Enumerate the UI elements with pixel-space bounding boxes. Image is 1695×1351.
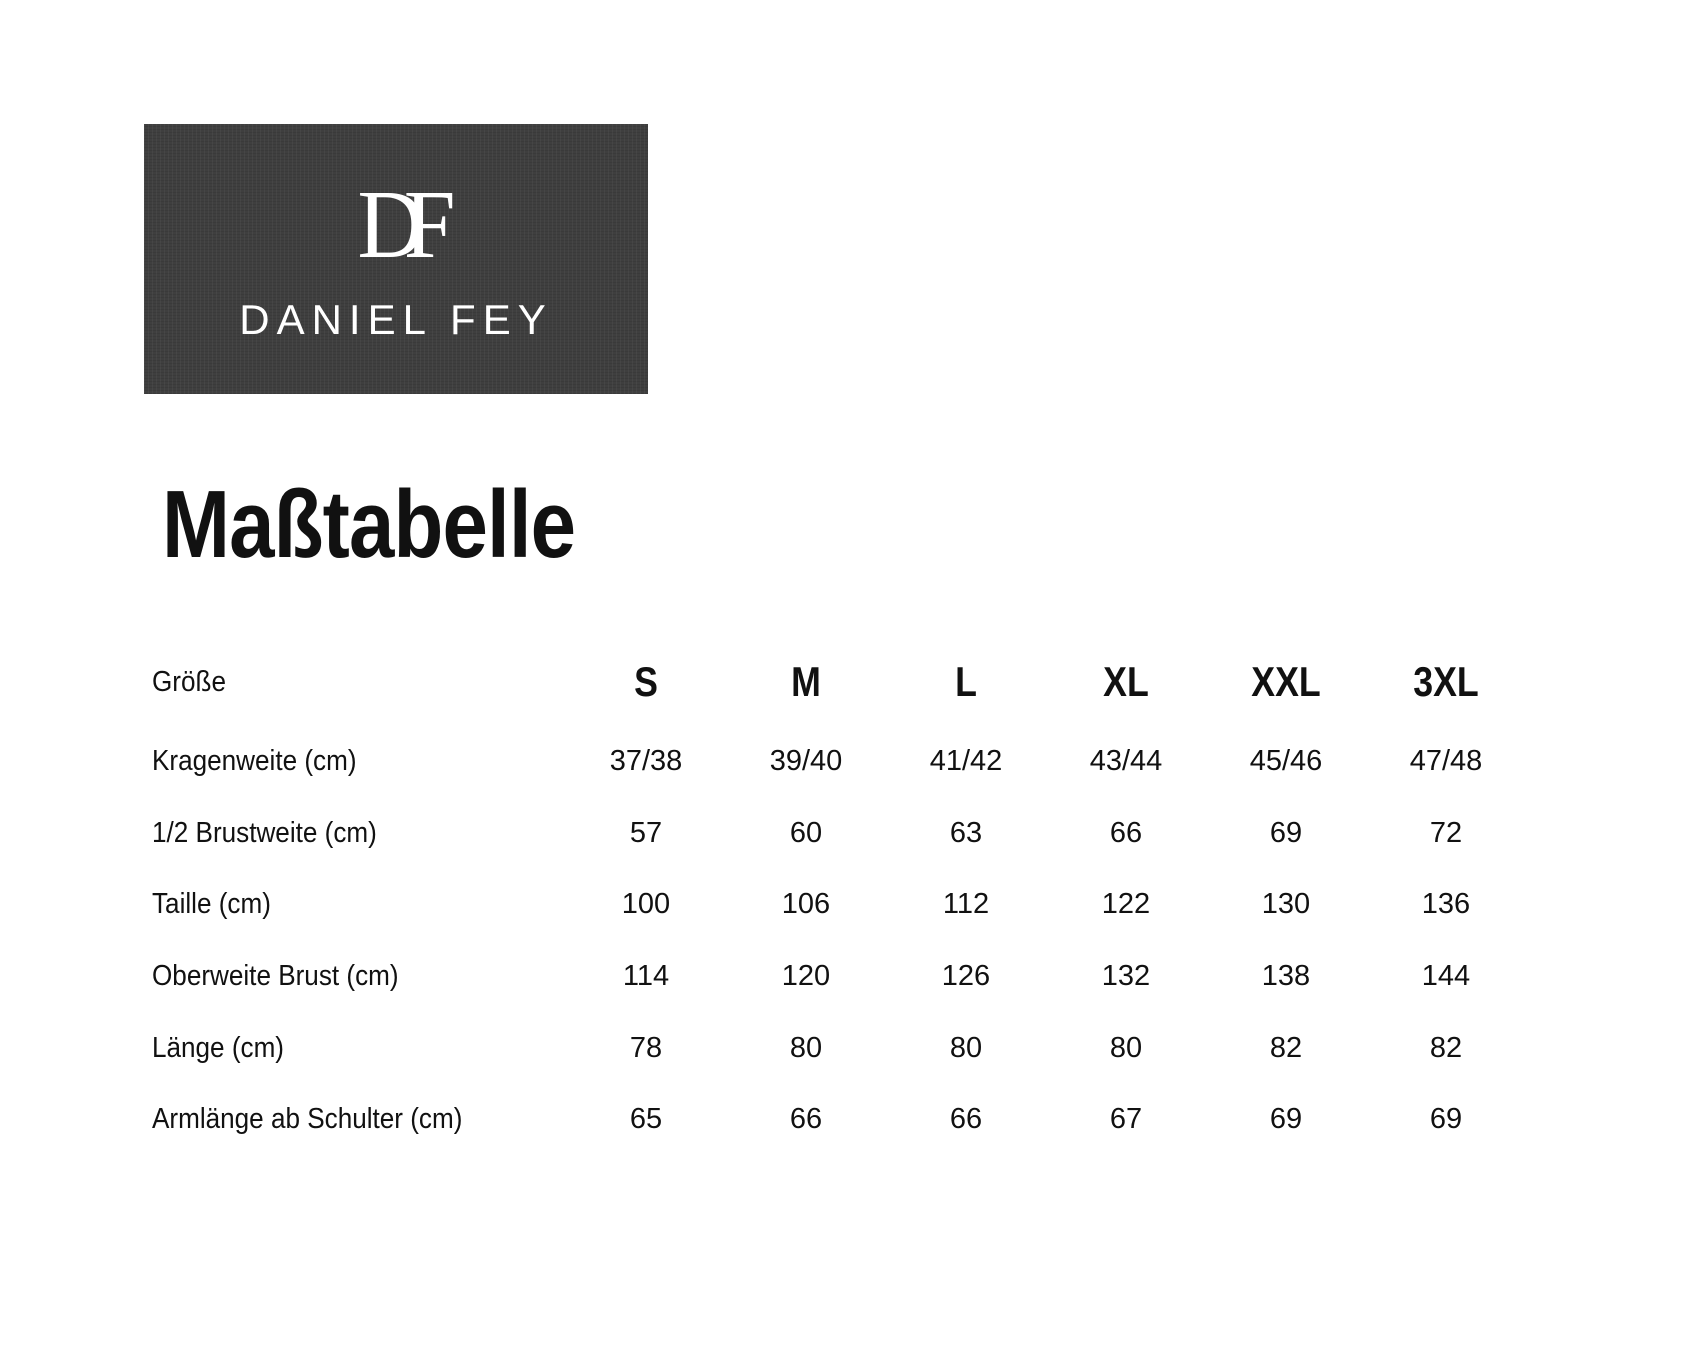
table-row: 1/2 Brustweite (cm) 57 60 63 66 69 72: [0, 813, 1695, 853]
row-label: Taille (cm): [152, 888, 271, 920]
table-cell: 72: [1429, 817, 1463, 849]
table-cell: 69: [1429, 1103, 1463, 1135]
table-cell: 122: [1101, 888, 1151, 920]
table-row: Oberweite Brust (cm) 114 120 126 132 138 144: [0, 956, 1695, 996]
table-cell: 80: [949, 1032, 983, 1064]
table-cell: 66: [1109, 817, 1143, 849]
table-cell: 66: [949, 1103, 983, 1135]
size-header-cell: S: [634, 658, 658, 705]
table-cell: 41/42: [929, 745, 1003, 777]
table-cell: 82: [1269, 1032, 1303, 1064]
table-cell: 106: [781, 888, 831, 920]
size-header-cell: XXL: [1251, 658, 1321, 705]
size-header-cell: 3XL: [1413, 658, 1479, 705]
page-title: Maßtabelle: [162, 471, 576, 578]
table-cell: 65: [629, 1103, 663, 1135]
size-header-cell: M: [791, 658, 821, 705]
table-row: Kragenweite (cm) 37/38 39/40 41/42 43/44 45/4…: [0, 741, 1695, 781]
table-cell: 130: [1261, 888, 1311, 920]
table-cell: 66: [789, 1103, 823, 1135]
table-row: Länge (cm) 78 80 80 80 82 82: [0, 1028, 1695, 1068]
table-cell: 57: [629, 817, 663, 849]
table-cell: 112: [942, 888, 990, 920]
table-row: Taille (cm) 100 106 112 122 130 136: [0, 884, 1695, 924]
table-cell: 67: [1109, 1103, 1143, 1135]
table-cell: 45/46: [1249, 745, 1323, 777]
table-cell: 60: [789, 817, 823, 849]
table-cell: 69: [1269, 817, 1303, 849]
table-cell: 39/40: [769, 745, 843, 777]
row-label: Armlänge ab Schulter (cm): [152, 1103, 463, 1135]
table-cell: 80: [1109, 1032, 1143, 1064]
table-row: Armlänge ab Schulter (cm) 65 66 66 67 69 69: [0, 1099, 1695, 1139]
table-cell: 144: [1421, 960, 1471, 992]
table-header-row: Größe S M L XL XXL 3XL: [0, 658, 1695, 705]
table-cell: 82: [1429, 1032, 1463, 1064]
table-cell: 132: [1101, 960, 1151, 992]
table-cell: 63: [949, 817, 983, 849]
table-cell: 100: [621, 888, 671, 920]
daniel-fey-logo: DF DANIEL FEY: [144, 124, 648, 394]
table-cell: 43/44: [1089, 745, 1163, 777]
table-cell: 47/48: [1409, 745, 1483, 777]
row-label: 1/2 Brustweite (cm): [152, 817, 377, 849]
table-cell: 80: [789, 1032, 823, 1064]
logo-brand-name: DANIEL FEY: [239, 296, 553, 343]
row-label: Kragenweite (cm): [152, 745, 357, 777]
logo-monogram: DF: [357, 171, 455, 279]
table-cell: 69: [1269, 1103, 1303, 1135]
table-cell: 78: [629, 1032, 663, 1064]
table-cell: 120: [781, 960, 831, 992]
table-cell: 138: [1261, 960, 1311, 992]
table-cell: 136: [1421, 888, 1471, 920]
size-header-cell: XL: [1103, 658, 1149, 705]
row-label: Oberweite Brust (cm): [152, 960, 399, 992]
table-cell: 37/38: [609, 745, 683, 777]
size-header-cell: L: [955, 658, 977, 705]
table-cell: 126: [941, 960, 991, 992]
size-header-label: Größe: [152, 666, 226, 698]
table-cell: 114: [622, 960, 670, 992]
row-label: Länge (cm): [152, 1032, 285, 1064]
